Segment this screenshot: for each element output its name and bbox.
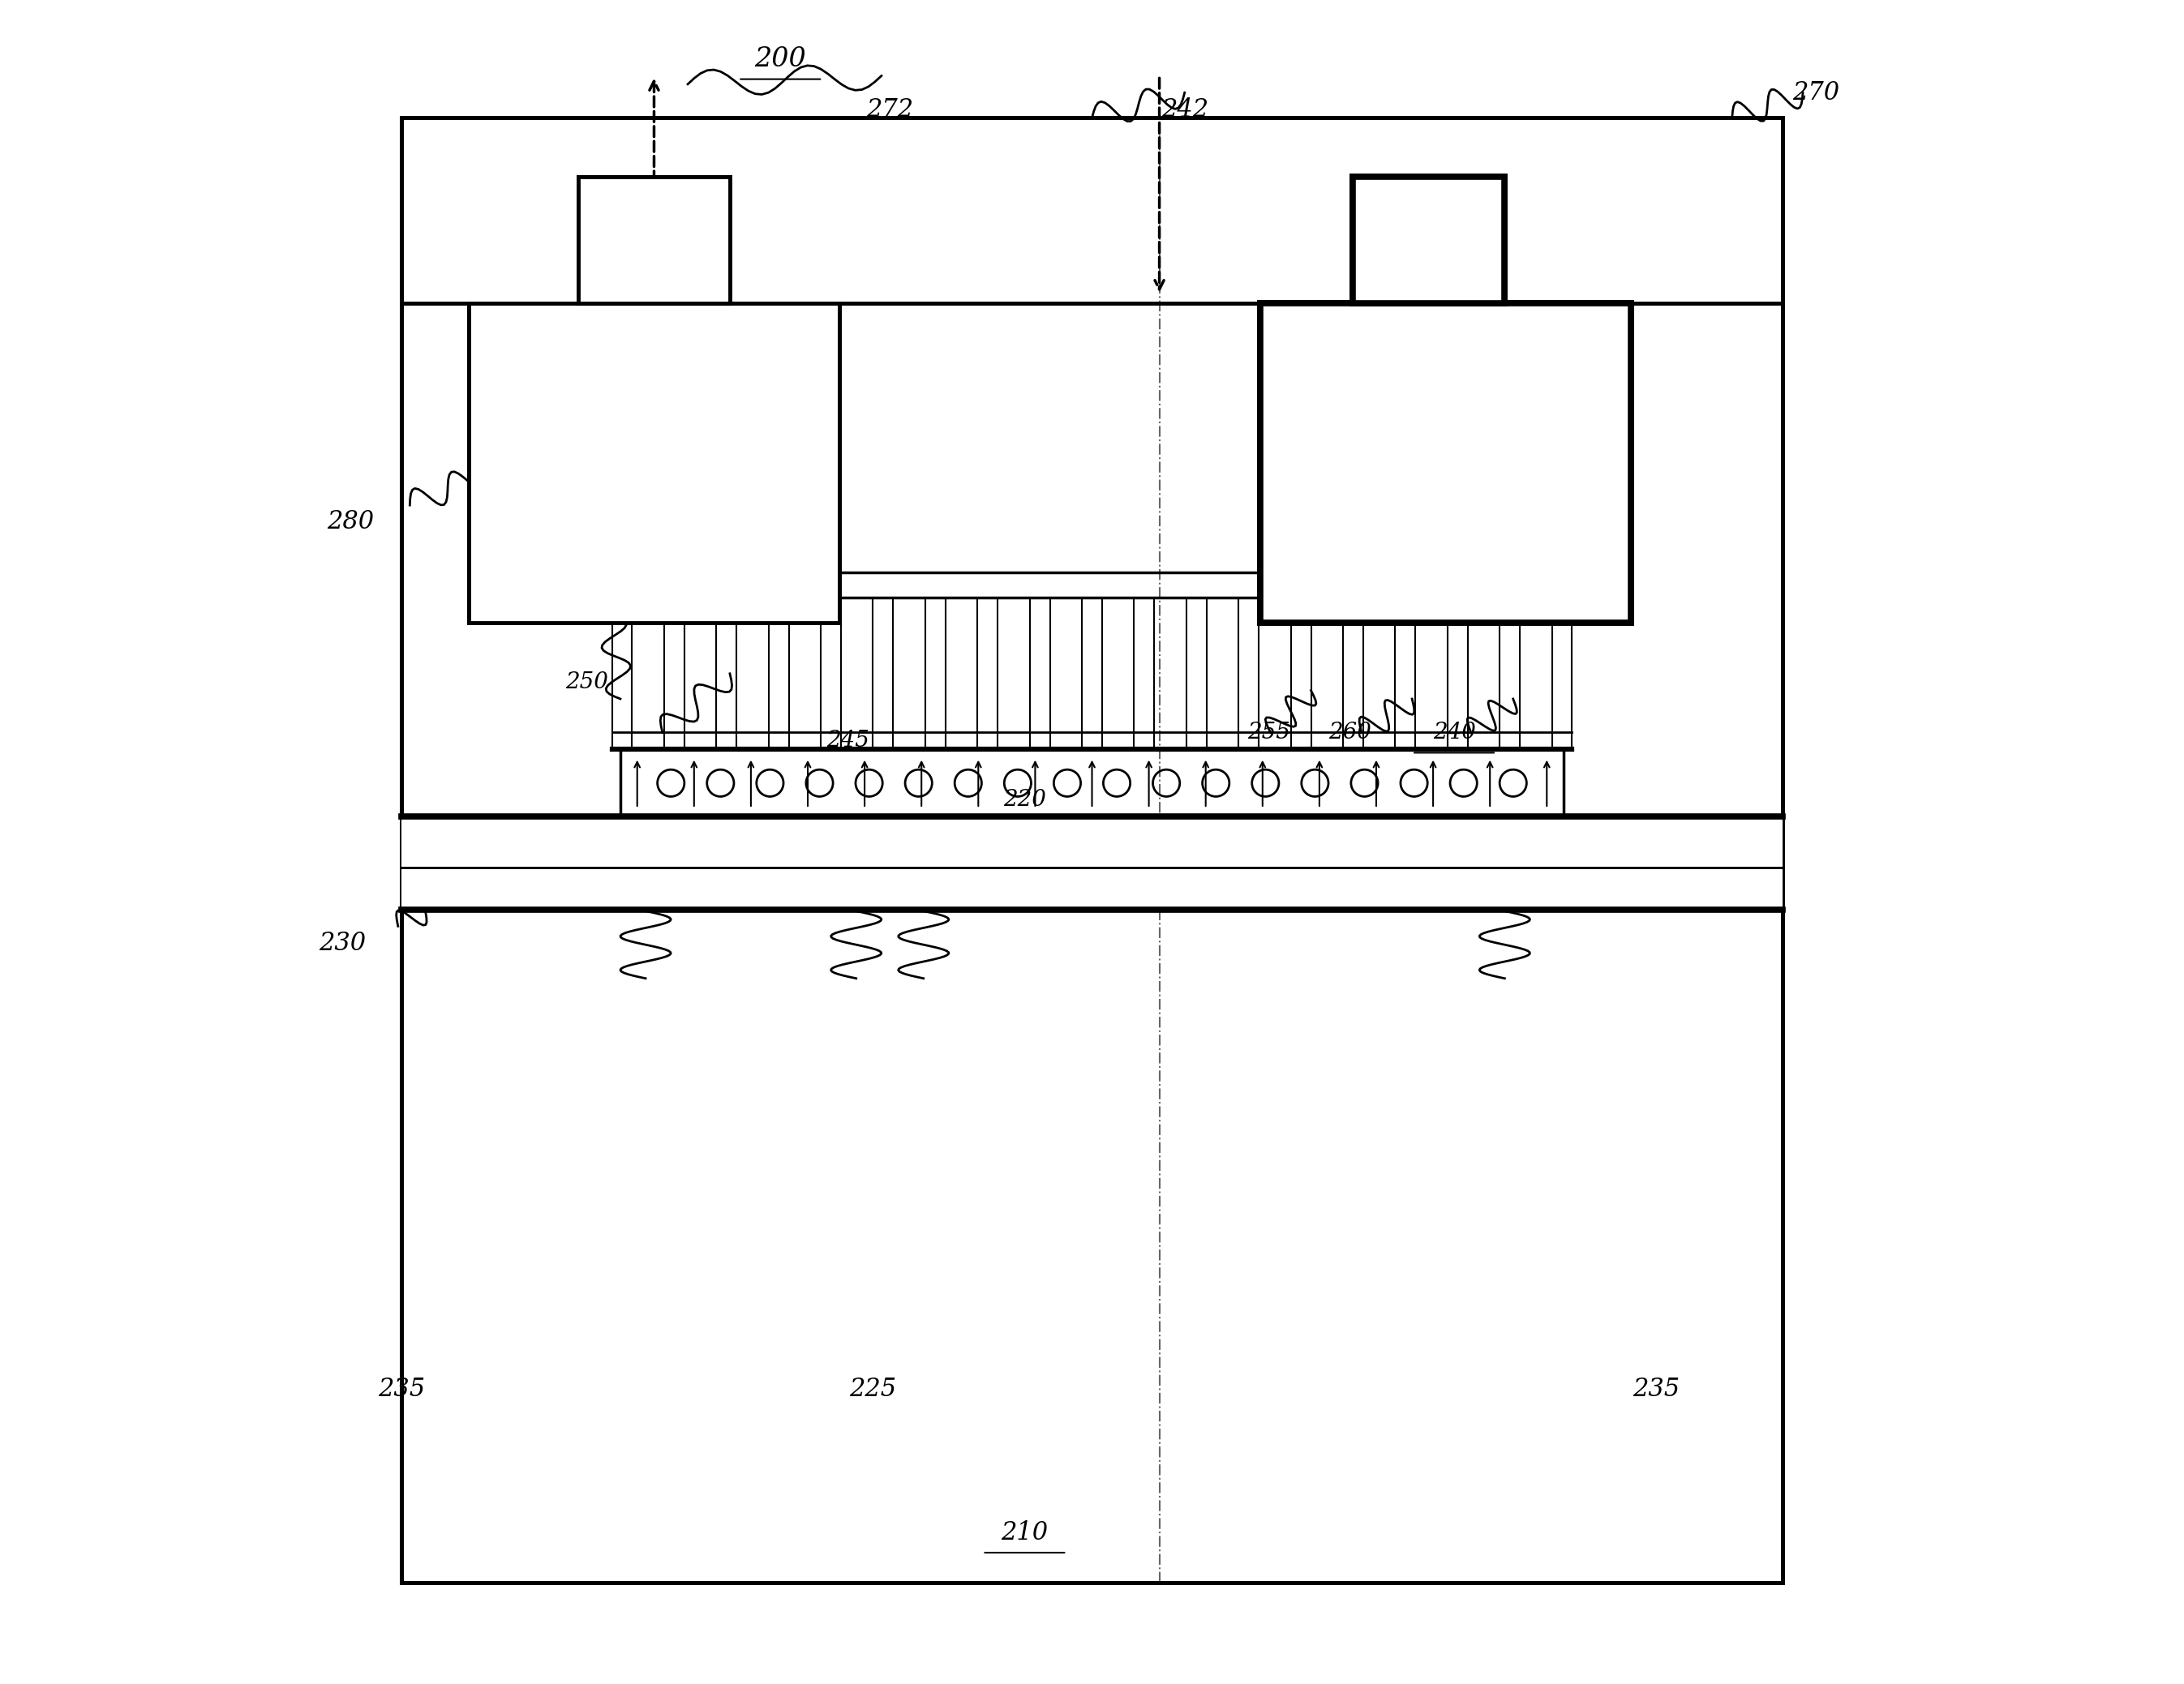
Bar bbox=[978, 598, 998, 749]
Bar bbox=[579, 177, 729, 303]
Text: 230: 230 bbox=[319, 931, 367, 955]
Bar bbox=[402, 817, 1782, 909]
Bar bbox=[874, 598, 893, 749]
Bar bbox=[1186, 598, 1206, 749]
Bar bbox=[1260, 303, 1631, 623]
Bar bbox=[1260, 303, 1631, 623]
Bar bbox=[1291, 598, 1310, 749]
Bar bbox=[470, 303, 839, 623]
Bar bbox=[402, 118, 1782, 1583]
Text: 255: 255 bbox=[1247, 722, 1291, 743]
Text: 200: 200 bbox=[753, 45, 806, 72]
Bar bbox=[1081, 598, 1103, 749]
Text: 285: 285 bbox=[708, 554, 751, 574]
Bar bbox=[1133, 598, 1155, 749]
Bar bbox=[1343, 598, 1363, 749]
Text: 272: 272 bbox=[867, 98, 913, 121]
Bar bbox=[664, 598, 684, 749]
Bar bbox=[1354, 177, 1505, 303]
Bar bbox=[1029, 598, 1051, 749]
Bar bbox=[579, 573, 1605, 598]
Text: 270: 270 bbox=[1793, 81, 1839, 104]
Text: 220: 220 bbox=[1002, 790, 1046, 810]
Bar bbox=[1354, 177, 1505, 303]
Text: 235: 235 bbox=[1634, 1378, 1679, 1401]
Bar bbox=[716, 598, 736, 749]
Bar bbox=[1238, 598, 1258, 749]
Bar bbox=[926, 598, 946, 749]
Bar bbox=[769, 598, 788, 749]
Bar bbox=[579, 177, 729, 303]
Bar bbox=[821, 598, 841, 749]
Bar bbox=[612, 598, 631, 749]
Bar bbox=[1553, 598, 1572, 749]
Text: 210: 210 bbox=[1000, 1521, 1048, 1544]
Text: 245: 245 bbox=[826, 731, 869, 751]
Bar bbox=[470, 303, 839, 623]
Text: 235: 235 bbox=[378, 1378, 426, 1401]
Bar bbox=[1396, 598, 1415, 749]
Text: 242: 242 bbox=[1162, 98, 1208, 121]
Bar bbox=[1500, 598, 1520, 749]
Bar bbox=[620, 749, 1564, 817]
Text: 225: 225 bbox=[850, 1378, 898, 1401]
Bar bbox=[402, 817, 1782, 909]
Text: 240: 240 bbox=[1433, 722, 1476, 743]
Bar bbox=[1448, 598, 1468, 749]
Text: 260: 260 bbox=[1328, 722, 1372, 743]
Text: 250: 250 bbox=[566, 672, 607, 692]
Text: 280: 280 bbox=[328, 510, 373, 534]
